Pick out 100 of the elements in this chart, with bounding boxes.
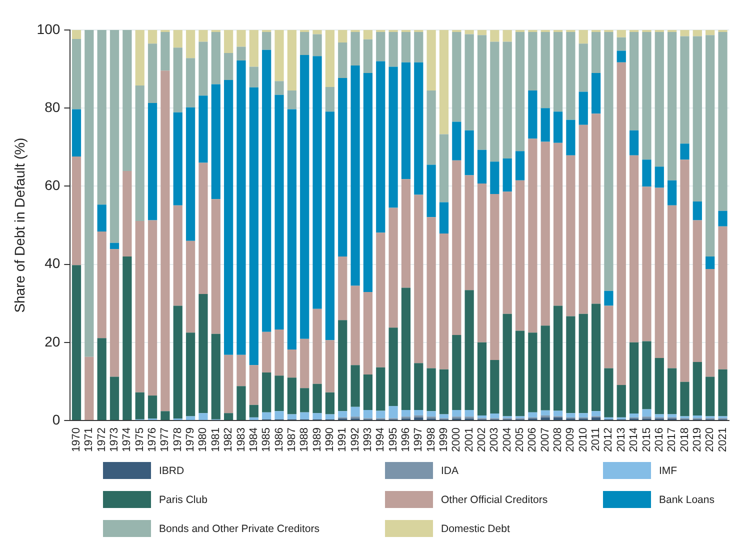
x-tick-label: 1990 — [324, 428, 336, 452]
bar — [439, 134, 449, 202]
bar — [566, 316, 576, 414]
bar — [706, 376, 715, 416]
x-tick-label: 2006 — [526, 428, 539, 452]
bar — [97, 30, 106, 205]
bar — [553, 32, 563, 112]
bar — [363, 410, 373, 418]
bar — [376, 367, 386, 411]
x-tick-label: 2005 — [514, 428, 526, 452]
bar — [553, 112, 563, 143]
x-tick-label: 1996 — [400, 428, 412, 452]
bar — [502, 192, 512, 314]
bar — [540, 32, 550, 108]
x-tick-label: 1988 — [298, 428, 311, 452]
bar — [388, 32, 398, 67]
x-tick-label: 2021 — [716, 428, 729, 452]
bar — [211, 199, 220, 334]
x-tick-label: 2011 — [590, 428, 602, 452]
bar — [591, 32, 601, 73]
bar — [211, 32, 220, 84]
bar — [692, 30, 702, 36]
bar — [287, 378, 296, 414]
x-tick-label: 2002 — [476, 428, 488, 452]
bar — [591, 114, 601, 304]
bar — [312, 308, 322, 384]
bar — [642, 160, 652, 187]
bar — [198, 294, 208, 414]
bar — [224, 354, 234, 414]
x-tick-label: 2016 — [653, 428, 666, 452]
bar — [388, 208, 398, 328]
bar — [490, 194, 500, 360]
bar — [629, 130, 639, 156]
bar — [718, 32, 728, 211]
bar — [616, 30, 626, 38]
bar — [97, 338, 106, 420]
bar — [553, 142, 563, 306]
bar — [414, 62, 424, 195]
bar — [654, 166, 664, 188]
bar — [262, 412, 272, 420]
bar — [668, 414, 677, 418]
bar — [528, 412, 538, 418]
bar — [350, 286, 360, 366]
bar — [173, 205, 182, 306]
bar — [236, 60, 246, 355]
bar — [452, 160, 462, 336]
bar — [566, 155, 576, 316]
bar — [566, 120, 576, 156]
bar — [706, 30, 715, 36]
legend-label: Domestic Debt — [441, 522, 510, 534]
bar — [122, 30, 132, 171]
bar — [72, 109, 82, 157]
bar — [616, 37, 626, 51]
bar — [464, 130, 474, 176]
bar — [426, 30, 436, 91]
bar — [135, 392, 144, 420]
bar — [173, 48, 182, 112]
bar — [477, 30, 487, 36]
bar — [338, 411, 348, 418]
bar — [414, 363, 424, 410]
bar — [401, 32, 411, 62]
x-tick-label: 2020 — [704, 428, 716, 452]
bar — [249, 66, 258, 88]
bar — [274, 30, 284, 82]
bar — [224, 30, 234, 54]
bar — [680, 36, 690, 144]
bar — [642, 409, 652, 417]
bar — [706, 269, 715, 377]
bar — [274, 376, 284, 412]
bar — [148, 44, 158, 104]
bar — [528, 32, 538, 91]
bar — [629, 414, 639, 418]
bar — [325, 392, 334, 414]
x-tick-label: 1989 — [311, 428, 324, 452]
bar — [490, 414, 500, 418]
bar — [439, 202, 449, 234]
x-tick-label: 1998 — [425, 428, 438, 452]
bar — [84, 356, 94, 420]
bar — [287, 30, 296, 91]
bar — [122, 256, 132, 420]
bar — [578, 30, 588, 44]
bar — [414, 194, 424, 364]
x-tick-label: 1986 — [273, 428, 286, 452]
bar — [692, 415, 702, 418]
bar — [224, 53, 234, 80]
bar — [388, 66, 398, 208]
bar — [97, 232, 106, 338]
bar — [363, 374, 373, 410]
bar — [616, 62, 626, 385]
x-tick-label: 2003 — [488, 428, 501, 452]
bar — [160, 32, 170, 71]
legend-label: IMF — [659, 464, 678, 476]
bar — [363, 292, 373, 374]
legend-label: IBRD — [159, 464, 184, 476]
x-tick-label: 1994 — [374, 428, 387, 452]
bar — [654, 188, 664, 358]
bar — [236, 30, 246, 47]
bar — [312, 56, 322, 309]
bar — [249, 30, 258, 67]
bar — [198, 413, 208, 420]
